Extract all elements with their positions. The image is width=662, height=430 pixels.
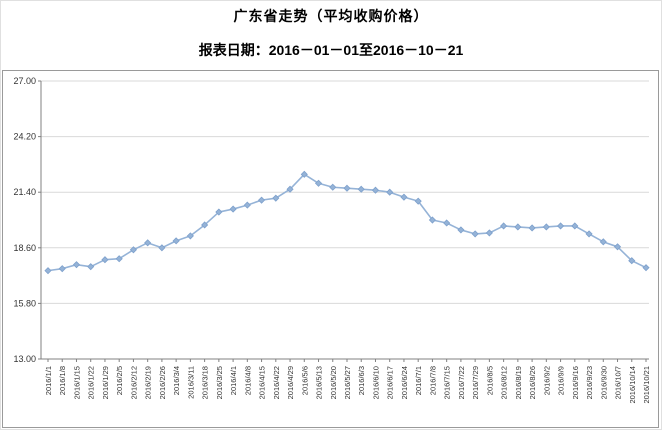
svg-text:2016/5/13: 2016/5/13 xyxy=(315,366,324,399)
svg-text:21.40: 21.40 xyxy=(13,187,36,197)
svg-text:2016/10/7: 2016/10/7 xyxy=(614,366,623,399)
svg-text:2016/4/15: 2016/4/15 xyxy=(258,366,267,399)
svg-text:2016/2/12: 2016/2/12 xyxy=(129,366,138,399)
svg-text:2016/7/15: 2016/7/15 xyxy=(443,366,452,399)
svg-text:2016/7/1: 2016/7/1 xyxy=(414,366,423,395)
svg-text:2016/3/18: 2016/3/18 xyxy=(201,366,210,399)
svg-text:2016/4/1: 2016/4/1 xyxy=(229,366,238,395)
line-chart-panel: 13.00 15.80 18.60 21.40 24.20 27.00 2016/1/1 20… xyxy=(2,70,659,428)
svg-text:2016/6/24: 2016/6/24 xyxy=(400,366,409,399)
svg-text:2016/1/22: 2016/1/22 xyxy=(87,366,96,399)
svg-text:2016/8/5: 2016/8/5 xyxy=(485,366,494,395)
svg-text:2016/7/8: 2016/7/8 xyxy=(428,366,437,395)
svg-text:2016/9/9: 2016/9/9 xyxy=(557,366,566,395)
price-trend-line-chart: 13.00 15.80 18.60 21.40 24.20 27.00 2016/1/1 20… xyxy=(13,76,651,404)
svg-text:2016/1/15: 2016/1/15 xyxy=(72,366,81,399)
svg-text:2016/1/29: 2016/1/29 xyxy=(101,366,110,399)
svg-text:2016/8/12: 2016/8/12 xyxy=(500,366,509,399)
svg-text:2016/8/19: 2016/8/19 xyxy=(514,366,523,399)
svg-text:2016/5/20: 2016/5/20 xyxy=(329,366,338,399)
svg-text:27.00: 27.00 xyxy=(13,76,36,86)
svg-text:2016/5/6: 2016/5/6 xyxy=(300,366,309,395)
svg-text:2016/3/4: 2016/3/4 xyxy=(172,366,181,395)
svg-text:2016/4/8: 2016/4/8 xyxy=(243,366,252,395)
svg-text:2016/2/5: 2016/2/5 xyxy=(115,366,124,395)
svg-text:13.00: 13.00 xyxy=(13,354,36,364)
svg-text:2016/9/16: 2016/9/16 xyxy=(571,366,580,399)
svg-text:2016/2/19: 2016/2/19 xyxy=(144,366,153,399)
svg-text:2016/1/8: 2016/1/8 xyxy=(58,366,67,395)
svg-text:2016/6/3: 2016/6/3 xyxy=(357,366,366,395)
svg-text:2016/3/25: 2016/3/25 xyxy=(215,366,224,399)
svg-text:2016/5/27: 2016/5/27 xyxy=(343,366,352,399)
report-date-range: 报表日期：2016－01－01至2016－10－21 xyxy=(198,42,464,58)
svg-text:2016/7/29: 2016/7/29 xyxy=(471,366,480,399)
svg-text:15.80: 15.80 xyxy=(13,298,36,308)
svg-text:2016/6/17: 2016/6/17 xyxy=(386,366,395,399)
svg-text:2016/2/26: 2016/2/26 xyxy=(158,366,167,399)
svg-text:2016/9/2: 2016/9/2 xyxy=(542,366,551,395)
chart-title: 广东省走势（平均收购价格） xyxy=(233,8,429,24)
svg-text:18.60: 18.60 xyxy=(13,243,36,253)
svg-text:24.20: 24.20 xyxy=(13,132,36,142)
svg-text:2016/9/30: 2016/9/30 xyxy=(599,366,608,399)
svg-text:2016/3/11: 2016/3/11 xyxy=(186,366,195,399)
svg-text:2016/10/21: 2016/10/21 xyxy=(642,366,651,404)
svg-text:2016/7/22: 2016/7/22 xyxy=(457,366,466,399)
svg-text:2016/8/26: 2016/8/26 xyxy=(528,366,537,399)
svg-text:2016/4/22: 2016/4/22 xyxy=(272,366,281,399)
svg-text:2016/1/1: 2016/1/1 xyxy=(44,366,53,395)
svg-text:2016/10/14: 2016/10/14 xyxy=(628,366,637,404)
svg-text:2016/9/23: 2016/9/23 xyxy=(585,366,594,399)
svg-text:2016/4/29: 2016/4/29 xyxy=(286,366,295,399)
svg-text:2016/6/10: 2016/6/10 xyxy=(371,366,380,399)
